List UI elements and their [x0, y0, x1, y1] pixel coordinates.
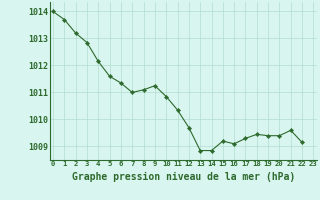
X-axis label: Graphe pression niveau de la mer (hPa): Graphe pression niveau de la mer (hPa): [72, 172, 295, 182]
